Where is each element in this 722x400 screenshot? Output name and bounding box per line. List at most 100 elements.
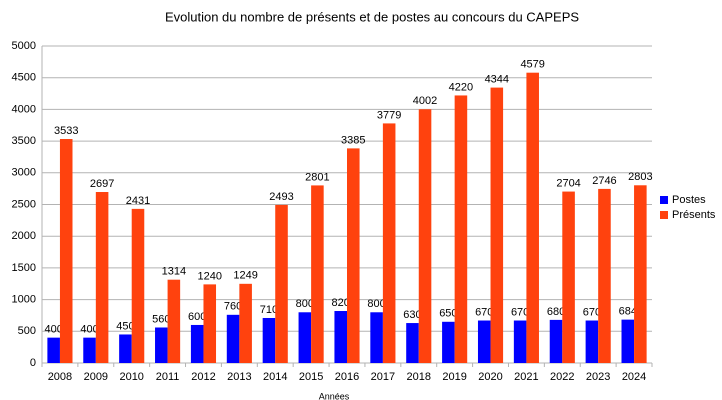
legend-label: Présents <box>672 209 716 221</box>
y-tick-label: 3000 <box>12 167 36 179</box>
bar <box>167 279 181 363</box>
legend-swatch <box>660 211 668 219</box>
data-label: 670 <box>475 306 493 318</box>
data-label: 2803 <box>628 171 652 183</box>
bar <box>262 317 276 363</box>
data-label: 1314 <box>162 266 186 278</box>
x-tick-label: 2020 <box>478 371 502 383</box>
bar <box>526 72 539 363</box>
data-label: 400 <box>80 324 98 336</box>
bar <box>382 123 396 363</box>
data-label: 2697 <box>90 178 114 190</box>
y-tick-label: 1500 <box>12 262 36 274</box>
x-tick-label: 2014 <box>263 371 287 383</box>
bar <box>406 323 419 363</box>
data-label: 4579 <box>520 59 544 71</box>
bar <box>131 208 145 363</box>
y-tick-label: 500 <box>18 325 36 337</box>
data-label: 3385 <box>341 134 365 146</box>
y-tick-label: 5000 <box>12 40 36 52</box>
bar <box>598 188 611 363</box>
data-label: 800 <box>296 298 314 310</box>
x-tick-label: 2015 <box>299 371 323 383</box>
bar <box>562 191 575 363</box>
x-tick-label: 2011 <box>156 371 180 383</box>
data-label: 560 <box>152 313 170 325</box>
y-tick-label: 3500 <box>12 135 36 147</box>
bar <box>490 87 504 364</box>
data-label: 680 <box>547 306 565 318</box>
x-tick-label: 2019 <box>442 371 466 383</box>
data-label: 760 <box>224 301 242 313</box>
x-tick-label: 2012 <box>191 371 215 383</box>
x-tick-label: 2010 <box>119 371 143 383</box>
bar <box>155 327 168 363</box>
data-label: 4220 <box>449 81 473 93</box>
x-tick-label: 2008 <box>48 371 72 383</box>
data-label: 650 <box>439 308 457 320</box>
data-label: 630 <box>403 309 421 321</box>
bar <box>95 192 109 363</box>
legend-swatch <box>660 196 668 204</box>
y-tick-label: 0 <box>30 357 36 369</box>
x-tick-label: 2024 <box>622 371 646 383</box>
bar <box>311 185 324 363</box>
chart-title: Evolution du nombre de présents et de po… <box>165 9 579 24</box>
data-label: 670 <box>511 306 529 318</box>
data-label: 2493 <box>269 191 293 203</box>
y-tick-label: 2000 <box>12 230 36 242</box>
legend-label: Postes <box>672 194 706 206</box>
bar <box>370 312 383 363</box>
bar <box>59 139 73 363</box>
bar <box>454 95 468 364</box>
x-tick-label: 2021 <box>514 371 538 383</box>
data-label: 670 <box>583 306 601 318</box>
bar <box>549 319 563 363</box>
y-tick-label: 1000 <box>12 294 36 306</box>
data-label: 3779 <box>377 109 401 121</box>
x-axis-title: Années <box>319 391 350 400</box>
bar <box>347 148 360 363</box>
data-label: 2801 <box>305 171 329 183</box>
bar <box>621 319 635 363</box>
data-label: 400 <box>44 324 62 336</box>
y-tick-label: 2500 <box>12 198 36 210</box>
bar <box>334 311 347 363</box>
data-label: 4002 <box>413 95 437 107</box>
bar <box>275 204 288 363</box>
bar <box>190 324 204 363</box>
data-label: 450 <box>116 320 134 332</box>
bar <box>634 185 647 363</box>
bar <box>226 314 240 363</box>
data-label: 4344 <box>485 73 509 85</box>
bar <box>298 312 312 363</box>
bar <box>477 320 491 363</box>
data-label: 600 <box>188 311 206 323</box>
x-tick-label: 2023 <box>586 371 610 383</box>
bar <box>119 334 132 363</box>
data-label: 2431 <box>126 195 150 207</box>
data-label: 2704 <box>556 177 580 189</box>
x-tick-label: 2013 <box>227 371 251 383</box>
data-label: 684 <box>619 306 637 318</box>
bar <box>239 283 252 363</box>
y-tick-label: 4500 <box>12 72 36 84</box>
data-label: 1240 <box>198 270 222 282</box>
y-tick-label: 4000 <box>12 103 36 115</box>
data-label: 710 <box>260 304 278 316</box>
bar <box>513 320 527 363</box>
x-tick-label: 2016 <box>335 371 359 383</box>
bar <box>418 109 432 364</box>
bar <box>83 337 96 363</box>
bar <box>47 337 60 363</box>
x-tick-label: 2017 <box>371 371 395 383</box>
bar <box>442 321 455 363</box>
x-tick-label: 2018 <box>407 371 431 383</box>
data-label: 3533 <box>54 125 78 137</box>
bar <box>585 320 599 363</box>
bar <box>203 284 217 363</box>
data-label: 1249 <box>233 270 257 282</box>
data-label: 820 <box>332 297 350 309</box>
x-tick-label: 2009 <box>84 371 108 383</box>
